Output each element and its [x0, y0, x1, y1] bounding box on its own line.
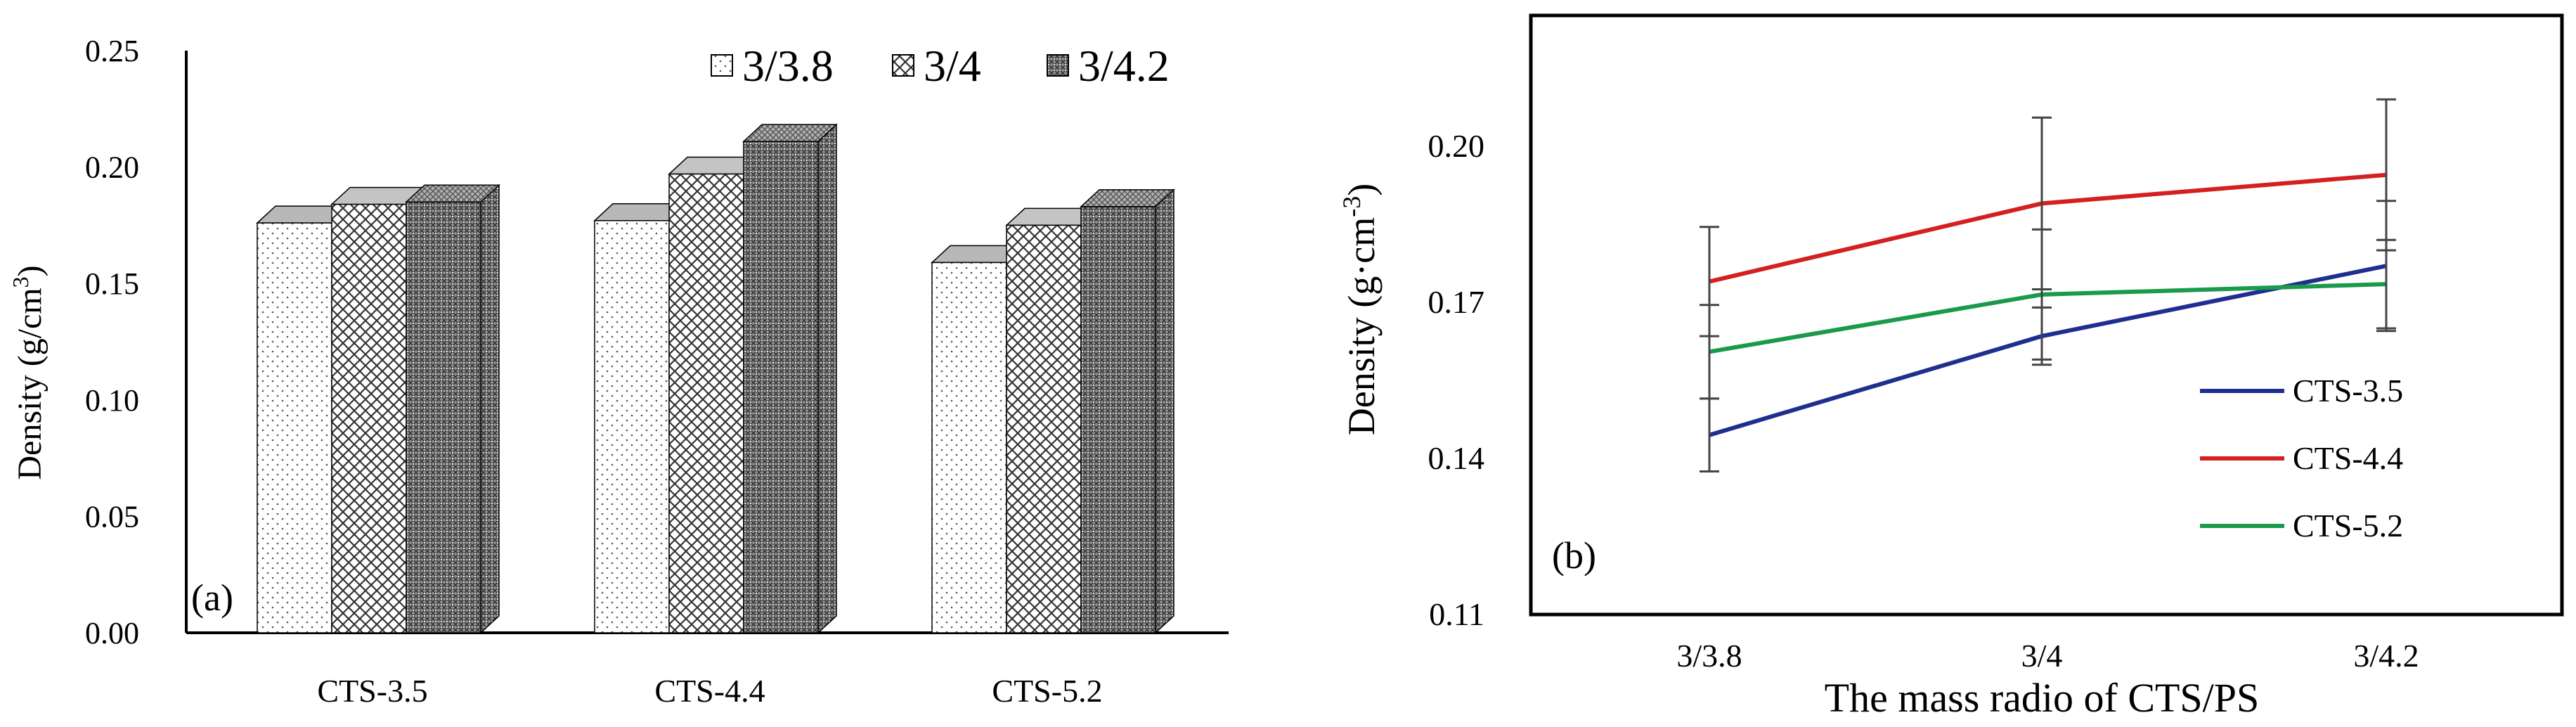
bar-side-face — [817, 123, 837, 634]
legend-item: CTS-5.2 — [2200, 508, 2403, 543]
bar-group — [256, 123, 1175, 634]
legend-item: 3/4 — [892, 41, 981, 91]
error-bar — [1700, 304, 1719, 400]
legend-item: CTS-4.4 — [2200, 440, 2403, 476]
bar-front-face — [1006, 224, 1082, 633]
x-axis-label: The mass radio of CTS/PS — [1825, 675, 2260, 721]
y-axis-label: Density (g/cm3) — [8, 265, 48, 480]
x-tick-label: 3/4 — [2021, 638, 2063, 674]
bar-front-face — [594, 220, 670, 633]
x-tick-label: CTS-4.4 — [654, 673, 765, 709]
legend-swatch — [892, 54, 914, 77]
series-line — [1709, 264, 2387, 437]
legend: 3/3.8 3/4 3/4.2 — [711, 41, 1170, 91]
y-tick-label: 0.14 — [1428, 440, 1485, 476]
chart-border — [1529, 13, 2564, 617]
bar — [1080, 188, 1175, 634]
bar-front-face — [1080, 206, 1156, 633]
bar-chart-panel: 0.000.050.100.150.200.25 CTS-3.5 CTS-4.4 C… — [8, 34, 1229, 709]
y-tick-label: 0.25 — [85, 34, 139, 68]
y-tick-label: 0.20 — [85, 150, 139, 185]
bar-front-face — [743, 141, 819, 633]
y-tick-label: 0.10 — [85, 383, 139, 418]
line-chart-panel: 0.110.140.170.20 3/3.8 3/4 3/4.2 CTS-3.5CT… — [1338, 13, 2564, 721]
series-line — [1709, 172, 2387, 284]
error-bar — [2376, 238, 2396, 330]
y-tick-label: 0.20 — [1428, 128, 1485, 164]
error-bar — [2032, 228, 2052, 361]
series-lines — [1700, 98, 2396, 472]
x-tick-label: CTS-3.5 — [317, 673, 427, 709]
legend-label: 3/4 — [924, 41, 981, 91]
bar-front-face — [257, 222, 332, 633]
bar — [742, 123, 838, 634]
bar-side-face — [480, 184, 500, 634]
legend-label: CTS-4.4 — [2293, 440, 2403, 476]
y-tick-label: 0.05 — [85, 499, 139, 534]
series — [1700, 98, 2396, 337]
panel-label: (b) — [1552, 534, 1596, 577]
legend-label: CTS-5.2 — [2293, 508, 2403, 543]
y-tick-label: 0.17 — [1428, 284, 1485, 320]
x-tick-label: CTS-5.2 — [992, 673, 1102, 709]
panel-label: (a) — [191, 577, 233, 619]
legend-item: CTS-3.5 — [2200, 373, 2403, 408]
bar — [405, 184, 500, 634]
y-tick-label: 0.00 — [85, 616, 139, 650]
legend-label: 3/4.2 — [1078, 41, 1170, 91]
series — [1700, 228, 2396, 400]
x-tick-label: 3/3.8 — [1676, 638, 1742, 674]
x-tick-label: 3/4.2 — [2353, 638, 2419, 674]
legend-item: 3/4.2 — [1047, 41, 1170, 91]
series-line — [1709, 282, 2387, 354]
y-tick-label: 0.11 — [1429, 596, 1484, 632]
bar-front-face — [931, 262, 1007, 633]
x-tick-labels: CTS-3.5 CTS-4.4 CTS-5.2 — [317, 673, 1102, 709]
legend-label: 3/3.8 — [742, 41, 834, 91]
y-tick-label: 0.15 — [85, 266, 139, 301]
legend-swatch — [1047, 54, 1069, 77]
legend-swatch — [711, 54, 733, 77]
legend: CTS-3.5 CTS-4.4 CTS-5.2 — [2200, 373, 2403, 543]
x-axis: 3/3.8 3/4 3/4.2 — [1676, 638, 2419, 674]
y-axis-label: Density (g·cm-3) — [1338, 184, 1383, 435]
legend-label: CTS-3.5 — [2293, 373, 2403, 408]
bar-front-face — [668, 173, 744, 633]
legend-item: 3/3.8 — [711, 41, 834, 91]
bar-front-face — [406, 201, 481, 633]
bar-front-face — [331, 203, 407, 633]
bar-side-face — [1155, 188, 1174, 634]
y-axis: 0.11 0.14 0.17 0.20 — [1428, 128, 1485, 632]
